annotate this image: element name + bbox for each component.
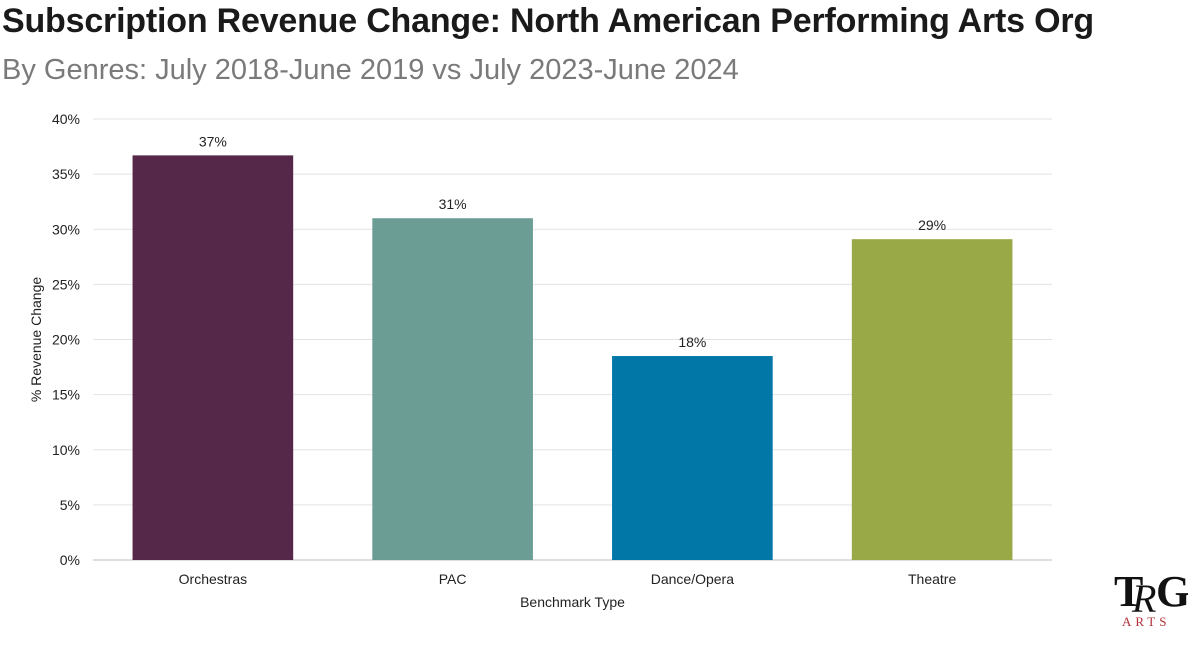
svg-text:T: T — [1114, 567, 1143, 616]
chart-title: Subscription Revenue Change: North Ameri… — [2, 2, 1094, 40]
svg-text:G: G — [1156, 567, 1188, 616]
x-axis-title: Benchmark Type — [520, 594, 625, 610]
x-tick-label: PAC — [439, 571, 467, 587]
trg-arts-logo: T R G ARTS — [1114, 567, 1188, 629]
bar-dance-opera — [612, 356, 773, 560]
y-tick-label: 25% — [52, 276, 80, 292]
y-tick-label: 5% — [60, 497, 80, 513]
bar-theatre — [851, 239, 1013, 561]
y-tick-label: 20% — [52, 332, 80, 348]
y-axis-title: % Revenue Change — [28, 277, 44, 403]
bar-pac — [372, 218, 533, 560]
bar-data-label: 18% — [678, 334, 706, 350]
y-tick-label: 35% — [52, 166, 80, 182]
svg-text:R: R — [1131, 576, 1156, 621]
y-tick-label: 30% — [52, 221, 80, 237]
y-tick-label: 40% — [52, 111, 80, 127]
y-tick-label: 15% — [52, 387, 80, 403]
bar-data-label: 29% — [918, 217, 946, 233]
x-tick-label: Theatre — [908, 571, 956, 587]
x-tick-label: Dance/Opera — [651, 571, 734, 587]
x-tick-label: Orchestras — [179, 571, 247, 587]
bar-orchestras — [132, 155, 294, 560]
bar-data-label: 31% — [439, 196, 467, 212]
bar-data-label: 37% — [199, 133, 227, 149]
svg-text:ARTS: ARTS — [1122, 614, 1170, 629]
chart-subtitle: By Genres: July 2018-June 2019 vs July 2… — [2, 54, 739, 86]
y-tick-label: 10% — [52, 442, 80, 458]
y-tick-label: 0% — [60, 552, 80, 568]
